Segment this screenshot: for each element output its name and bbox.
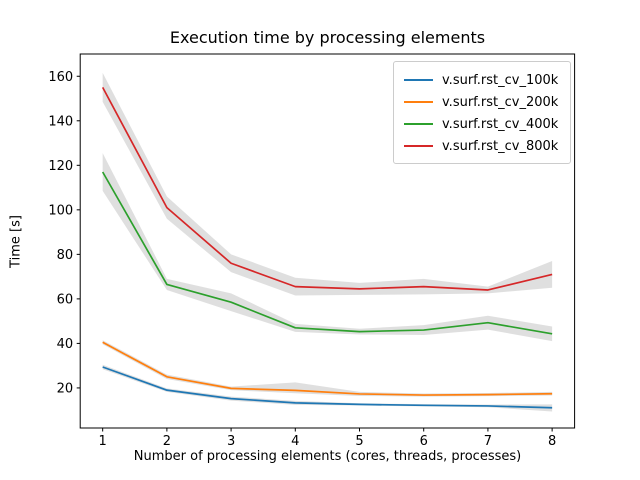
x-tick-label: 3 (227, 434, 235, 449)
legend-line-swatch-100k (404, 79, 433, 81)
series-line-v.surf.rst_cv_100k (102, 366, 553, 409)
chart-title: Execution time by processing elements (169, 28, 486, 47)
series-line-v.surf.rst_cv_200k (102, 341, 553, 396)
series-line-v.surf.rst_cv_400k (101, 171, 553, 335)
y-tick-label: 140 (48, 114, 73, 129)
y-tick-label: 100 (48, 203, 73, 218)
y-tick-label: 20 (57, 381, 74, 396)
y-axis-label: Time [s] (8, 215, 24, 268)
x-tick-label: 6 (420, 434, 428, 449)
axes-spines (79, 53, 576, 429)
y-tick-label: 40 (57, 337, 74, 352)
y-tick-label: 160 (48, 70, 73, 85)
y-tick-label: 120 (48, 159, 73, 174)
legend-label: v.surf.rst_cv_400k (442, 116, 559, 132)
legend-item: v.surf.rst_cv_100k (403, 69, 561, 91)
x-tick-label: 5 (355, 434, 363, 449)
legend-label: v.surf.rst_cv_200k (442, 94, 559, 110)
legend-line-swatch-400k (404, 123, 433, 125)
y-tick-label: 60 (57, 292, 74, 307)
x-tick-label: 4 (291, 434, 299, 449)
legend-line-swatch-200k (404, 101, 433, 103)
legend-item: v.surf.rst_cv_200k (403, 91, 561, 113)
series-band-v.surf.rst_cv_800k (102, 72, 553, 296)
x-tick-label: 1 (99, 434, 107, 449)
series-band-v.surf.rst_cv_200k (102, 340, 553, 397)
x-tick-label: 7 (484, 434, 492, 449)
legend-label: v.surf.rst_cv_800k (442, 138, 559, 154)
legend-label: v.surf.rst_cv_100k (442, 72, 559, 88)
legend-item: v.surf.rst_cv_400k (403, 113, 561, 135)
series-band-v.surf.rst_cv_400k (102, 153, 553, 342)
series-line-v.surf.rst_cv_800k (101, 86, 553, 291)
legend: v.surf.rst_cv_100k v.surf.rst_cv_200k v.… (393, 61, 571, 164)
x-axis-label: Number of processing elements (cores, th… (133, 449, 522, 464)
x-tick-label: 2 (163, 434, 171, 449)
y-tick-label: 80 (57, 248, 74, 263)
x-tick-label: 8 (548, 434, 556, 449)
legend-item: v.surf.rst_cv_800k (403, 135, 561, 157)
legend-line-swatch-800k (404, 145, 433, 147)
